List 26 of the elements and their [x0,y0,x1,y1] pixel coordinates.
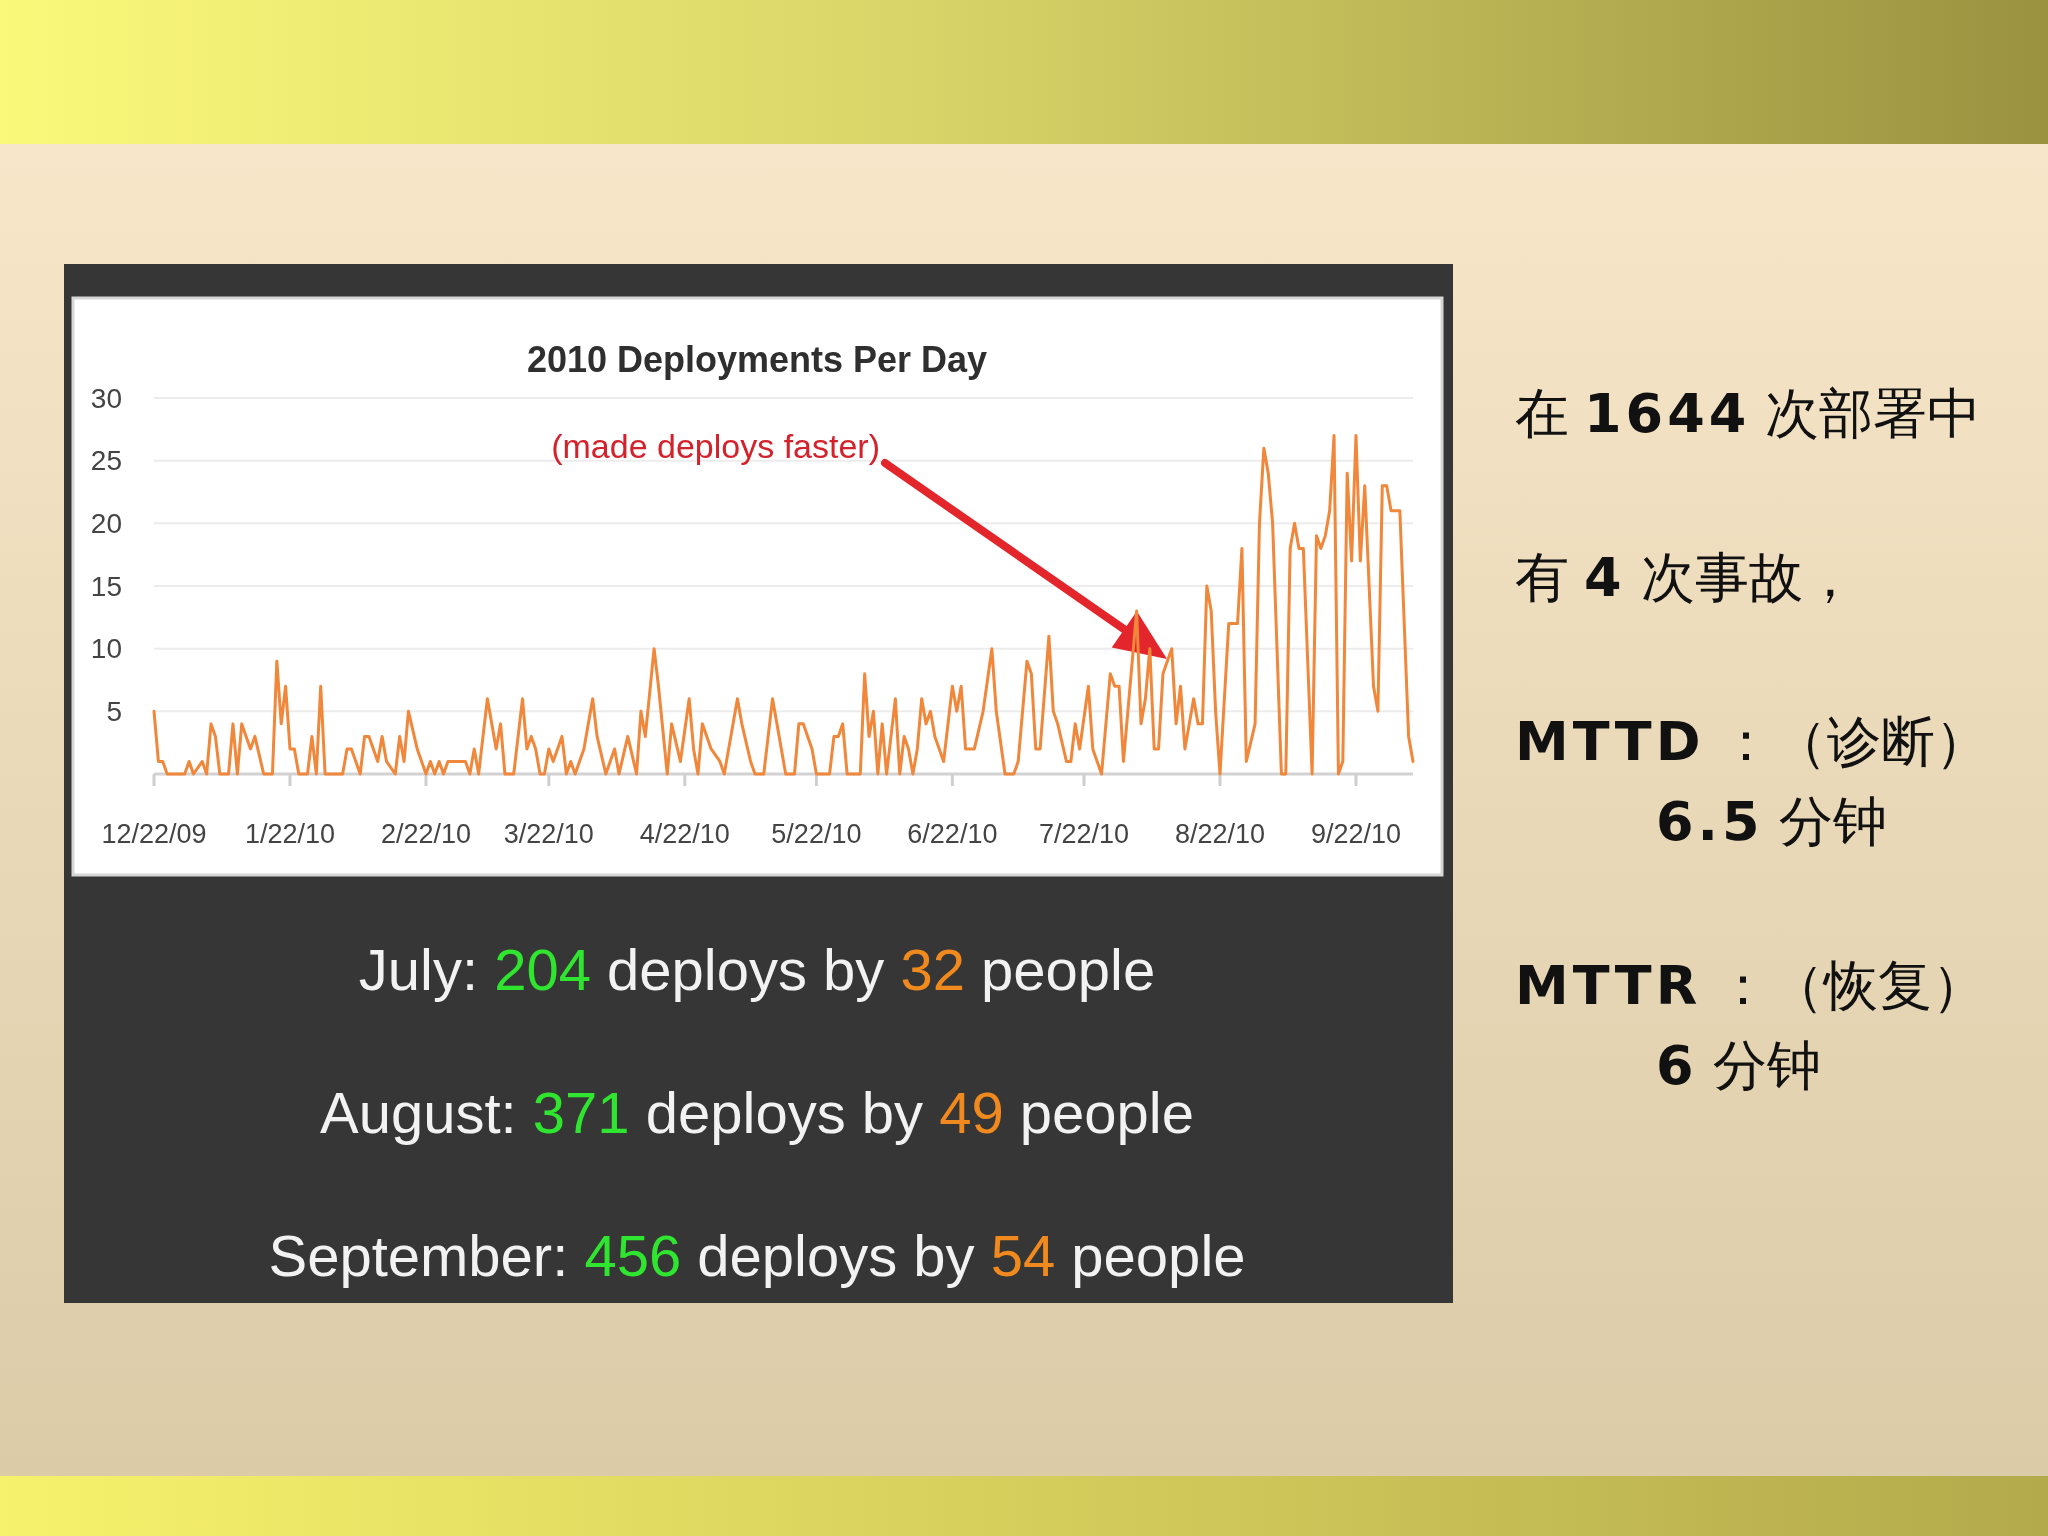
line-series [152,434,1415,776]
x-tick-label: 8/22/10 [1174,819,1266,849]
x-tick-label: 6/22/10 [907,819,998,849]
text: MTTR ：（恢复） 6 分钟 [1515,954,2002,1097]
chart-title: 2010 Deployments Per Day [526,339,988,380]
x-tick-label: 12/22/09 [101,819,207,849]
x-tick-label: 9/22/10 [1310,819,1402,849]
text: July: 204 deploys by 32 people [358,937,1156,1002]
y-tick-label: 25 [90,445,122,477]
text: August: 371 deploys by 49 people [320,1080,1194,1145]
y-tick-label: 15 [90,570,122,602]
x-tick-label: 3/22/10 [503,819,594,849]
text: 在 1644 次部署中 [1515,382,1982,445]
x-tick-label: 4/22/10 [639,819,730,849]
text: MTTD ：（诊断） 6.5 分钟 [1515,710,2005,853]
text: 有 4 次事故， [1515,546,1857,609]
y-tick-label: 30 [90,382,122,414]
x-tick-label: 1/22/10 [244,819,336,849]
x-tick-label: 7/22/10 [1038,819,1130,849]
y-tick-label: 20 [90,507,122,539]
y-tick-label: 10 [90,633,122,665]
text: September: 456 deploys by 54 people [268,1223,1246,1288]
annotation: (made deploys faster) [551,427,880,465]
x-tick-label: 2/22/10 [380,819,472,849]
x-tick-label: 5/22/10 [771,819,862,849]
y-tick-label: 5 [106,695,122,727]
